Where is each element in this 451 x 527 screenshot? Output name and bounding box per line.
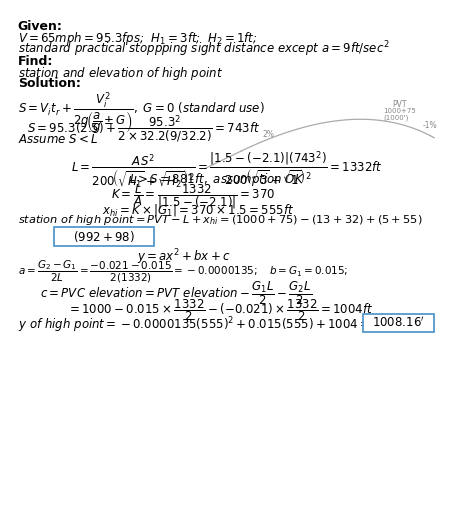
Text: -1%: -1% <box>422 121 437 130</box>
Text: $S = V_i t_r + \dfrac{V_i^2}{2g\!\left(\dfrac{a}{g} \pm G\right)}$$,\ G = 0\ (st: $S = V_i t_r + \dfrac{V_i^2}{2g\!\left(\… <box>18 91 264 136</box>
Text: $= 1000 - 0.015 \times \dfrac{1332}{2} - (-0.021) \times \dfrac{1332}{2} = 1004f: $= 1000 - 0.015 \times \dfrac{1332}{2} -… <box>66 297 372 323</box>
Text: $station\ and\ elevation\ of\ high\ point$: $station\ and\ elevation\ of\ high\ poin… <box>18 65 223 82</box>
Text: (1000'): (1000') <box>382 114 408 121</box>
Text: Solution:: Solution: <box>18 76 81 90</box>
Text: $S = 95.3(2.5) + \dfrac{95.3^2}{2 \times 32.2(9/32.2)} = 743ft$: $S = 95.3(2.5) + \dfrac{95.3^2}{2 \times… <box>27 114 259 145</box>
Text: $L > S = 881ft,\ assumption\ OK$: $L > S = 881ft,\ assumption\ OK$ <box>128 171 304 188</box>
Text: $(992 + 98)$: $(992 + 98)$ <box>73 229 135 244</box>
Text: $a = \dfrac{G_2-G_1}{2L} = \dfrac{-0.021-0.015}{2(1332)} = -0.0000135;$$\quad b : $a = \dfrac{G_2-G_1}{2L} = \dfrac{-0.021… <box>18 259 347 286</box>
Text: $1008.16'$: $1008.16'$ <box>371 316 424 330</box>
Text: $standard\ practical\ stoppping\ sight\ distance\ except\ a = 9ft/sec^2$: $standard\ practical\ stoppping\ sight\ … <box>18 40 389 60</box>
Text: $V = 65mph = 95.3fps$;  $H_1 = 3ft$;  $H_2 = 1ft$;: $V = 65mph = 95.3fps$; $H_1 = 3ft$; $H_2… <box>18 30 257 46</box>
Text: PVT: PVT <box>391 101 406 110</box>
Text: 1000+75: 1000+75 <box>382 108 415 114</box>
Text: $c = PVC\ elevation = PVT\ elevation - \dfrac{G_1 L}{2} - \dfrac{G_2 L}{2}$: $c = PVC\ elevation = PVT\ elevation - \… <box>40 279 311 307</box>
FancyBboxPatch shape <box>54 227 154 247</box>
Text: $Assume\ S < L$: $Assume\ S < L$ <box>18 133 98 147</box>
Text: $K = \dfrac{L}{A} = \dfrac{1332}{|1.5-(-2.1)|} = 370$: $K = \dfrac{L}{A} = \dfrac{1332}{|1.5-(-… <box>110 182 275 211</box>
Text: Find:: Find: <box>18 55 53 69</box>
Text: 2%: 2% <box>262 130 273 139</box>
Text: $L = \dfrac{AS^2}{200\!\left(\sqrt{H_1}+\sqrt{H_2}\right)^2} = \dfrac{|1.5-(-2.1: $L = \dfrac{AS^2}{200\!\left(\sqrt{H_1}+… <box>71 150 382 191</box>
Text: $station\ of\ high\ point = PVT - L + x_{hi} = (1000+75) - (13+32) + (5+55)$: $station\ of\ high\ point = PVT - L + x_… <box>18 213 422 228</box>
Text: $y = ax^2 + bx + c$: $y = ax^2 + bx + c$ <box>137 247 230 267</box>
Text: Given:: Given: <box>18 19 63 33</box>
Text: $x_{hi} = K \times |G_1| = 370 \times 1.5 = 555ft$: $x_{hi} = K \times |G_1| = 370 \times 1.… <box>102 202 294 218</box>
FancyBboxPatch shape <box>362 314 433 332</box>
Text: $y\ of\ high\ point = -0.0000135(555)^2 + 0.015(555) + 1004 = $: $y\ of\ high\ point = -0.0000135(555)^2 … <box>18 315 369 335</box>
